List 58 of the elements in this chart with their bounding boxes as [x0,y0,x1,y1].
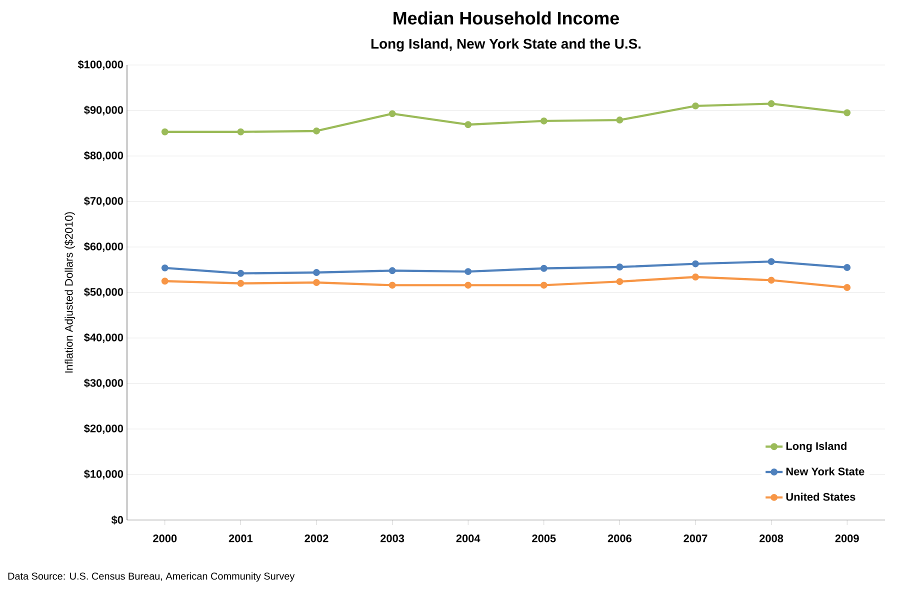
point [313,127,320,134]
y-tick-label: $100,000 [78,60,124,70]
point [464,121,472,128]
point [161,128,168,136]
legend-label: New York State [786,467,864,476]
x-tick-label: 2009 [835,534,859,542]
x-tick-label: 2000 [153,534,177,542]
y-axis-title: Inflation Adjusted Dollars ($2010) [64,212,75,372]
x-tick-label: 2005 [532,534,556,542]
x-tick-label: 2003 [380,534,404,542]
y-tick-label: $40,000 [84,333,124,343]
point [237,280,244,287]
x-tick-label: 2008 [759,534,784,542]
point [237,270,244,277]
point [768,100,775,108]
point [161,264,168,272]
point [616,278,624,286]
y-tick-label: $20,000 [84,424,124,434]
point [388,282,396,289]
point [161,278,168,285]
point [692,260,699,268]
point [237,128,244,136]
y-tick-label: $30,000 [84,378,124,388]
point [540,282,548,289]
point [464,282,472,289]
point [844,264,851,271]
source-note: Data Source: U.S. Census Bureau, American Community Survey [8,572,295,582]
point [692,274,699,281]
x-tick-label: 2001 [228,534,253,542]
y-tick-label: $10,000 [84,470,124,480]
point [540,264,548,272]
point [768,276,775,284]
point [464,268,472,276]
legend-label: Long Island [786,442,846,452]
y-tick-label: $60,000 [84,242,124,252]
x-tick-label: 2007 [684,534,708,542]
y-tick-label: $50,000 [84,288,124,298]
chart-title: Median Household Income [394,11,619,25]
y-tick-label: $90,000 [84,106,124,116]
point [844,109,851,116]
point [313,279,320,286]
chart-subtitle: Long Island, New York State and the U.S. [371,38,641,52]
x-tick-label: 2004 [456,534,480,542]
x-tick-label: 2006 [608,534,632,542]
point [616,264,624,270]
x-tick-label: 2002 [304,534,328,542]
y-tick-label: $70,000 [84,196,124,206]
point [540,117,548,124]
y-tick-label: $0 [111,516,124,524]
point [692,102,699,110]
point [388,267,396,274]
point [616,116,624,124]
point [313,268,320,276]
legend-label: United States [786,492,856,501]
point [768,258,775,266]
point [388,110,396,118]
point [844,284,851,291]
y-tick-label: $80,000 [84,151,124,161]
